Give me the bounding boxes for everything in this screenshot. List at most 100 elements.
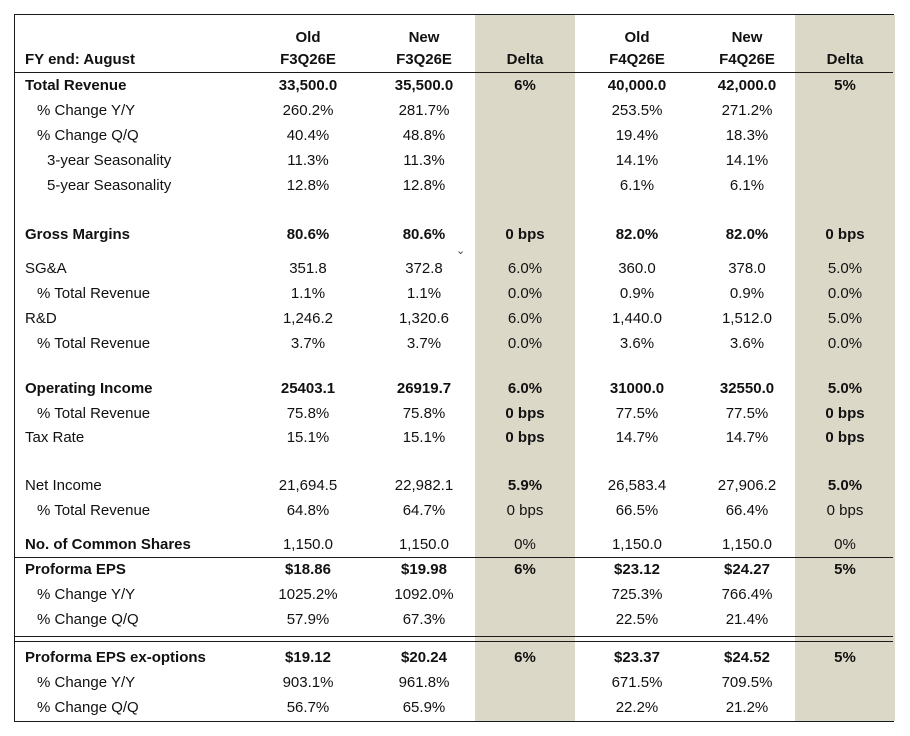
- cell-delta-q4: [795, 584, 895, 606]
- row-label: % Change Q/Q: [37, 611, 139, 628]
- cell-new-q4: 66.4%: [725, 502, 769, 519]
- cell-delta-q4: [795, 175, 895, 197]
- table-row: Total Revenue 33,500.0 35,500.0 6% 40,00…: [15, 75, 893, 97]
- table-row: % Total Revenue 75.8% 75.8% 0 bps 77.5% …: [15, 403, 893, 425]
- cell-delta-q4: 5.0%: [827, 380, 863, 397]
- cell-new-q3: 1,150.0: [398, 536, 450, 553]
- cell-new-q4: 27,906.2: [717, 477, 777, 494]
- table-row: SG&A 351.8 372.8 6.0% 360.0 378.0 5.0%: [15, 258, 893, 280]
- row-label: % Total Revenue: [37, 405, 151, 422]
- cell-old-q3: 75.8%: [286, 405, 330, 422]
- cell-new-q3: $19.98: [401, 561, 447, 578]
- cell-new-q3: 65.9%: [402, 699, 446, 716]
- row-label: R&D: [25, 310, 57, 327]
- cell-old-q4: 19.4%: [615, 127, 659, 144]
- cell-delta-q4: [795, 672, 895, 694]
- cell-delta-q3: [475, 125, 575, 147]
- cell-old-q4: 77.5%: [615, 405, 659, 422]
- cell-new-q3: 80.6%: [402, 226, 446, 243]
- cell-delta-q4: 0 bps: [825, 226, 865, 243]
- cell-new-q3: 11.3%: [403, 152, 445, 169]
- table-row: % Change Y/Y 1025.2% 1092.0% 725.3% 766.…: [15, 584, 893, 606]
- cell-old-q3: 25403.1: [280, 380, 336, 397]
- cell-delta-q4: 0 bps: [825, 429, 865, 446]
- cell-delta-q3: [475, 672, 575, 694]
- row-divider: [15, 636, 893, 637]
- table-row: % Change Q/Q 56.7% 65.9% 22.2% 21.2%: [15, 697, 893, 719]
- cell-old-q3: $18.86: [285, 561, 331, 578]
- cell-new-q4: 709.5%: [721, 674, 773, 691]
- cell-new-q3: 35,500.0: [394, 77, 454, 94]
- cell-old-q4: 1,150.0: [611, 536, 663, 553]
- row-label: Proforma EPS: [25, 561, 126, 578]
- table-row: Operating Income 25403.1 26919.7 6.0% 31…: [15, 378, 893, 400]
- cell-delta-q3: 6%: [514, 561, 536, 578]
- row-label: Tax Rate: [25, 429, 85, 446]
- table-row: Proforma EPS ex-options $19.12 $20.24 6%…: [15, 647, 893, 669]
- chevron-mark-icon: ⌄: [456, 245, 466, 257]
- cell-old-q4: 26,583.4: [607, 477, 667, 494]
- cell-old-q4: 6.1%: [619, 177, 655, 194]
- cell-old-q4: 14.1%: [615, 152, 659, 169]
- cell-new-q4: $24.27: [724, 561, 770, 578]
- table-row: R&D 1,246.2 1,320.6 6.0% 1,440.0 1,512.0…: [15, 308, 893, 330]
- cell-new-q3: $20.24: [401, 649, 447, 666]
- row-label: SG&A: [25, 260, 67, 277]
- cell-delta-q3: 0.0%: [507, 285, 543, 302]
- cell-old-q4: 253.5%: [611, 102, 663, 119]
- cell-new-q4: 1,512.0: [721, 310, 773, 327]
- cell-delta-q3: 0 bps: [505, 405, 545, 422]
- header-col-5: F4Q26E: [719, 51, 775, 68]
- cell-new-q3: 15.1%: [402, 429, 446, 446]
- row-label: % Change Y/Y: [37, 674, 136, 691]
- cell-new-q4: 77.5%: [725, 405, 769, 422]
- cell-new-q4: 1,150.0: [721, 536, 773, 553]
- cell-old-q4: 671.5%: [611, 674, 663, 691]
- cell-delta-q4: [795, 100, 895, 122]
- cell-old-q4: 22.5%: [615, 611, 659, 628]
- cell-old-q3: 40.4%: [286, 127, 330, 144]
- cell-old-q4: 22.2%: [615, 699, 659, 716]
- cell-old-q3: 56.7%: [286, 699, 330, 716]
- cell-new-q4: 6.1%: [729, 177, 765, 194]
- cell-old-q4: 3.6%: [619, 335, 655, 352]
- cell-delta-q4: [795, 125, 895, 147]
- cell-new-q4: 82.0%: [725, 226, 769, 243]
- row-label: % Change Y/Y: [37, 586, 136, 603]
- cell-old-q4: 66.5%: [615, 502, 659, 519]
- cell-new-q4: 766.4%: [721, 586, 773, 603]
- cell-delta-q3: 6.0%: [507, 260, 543, 277]
- row-divider: [15, 641, 893, 642]
- cell-old-q4: 40,000.0: [607, 77, 667, 94]
- cell-old-q3: 12.8%: [286, 177, 330, 194]
- cell-new-q4: 18.3%: [725, 127, 769, 144]
- row-label: % Change Q/Q: [37, 127, 139, 144]
- cell-delta-q4: [795, 609, 895, 631]
- cell-delta-q4: [795, 697, 895, 719]
- cell-new-q3: 3.7%: [406, 335, 442, 352]
- cell-old-q4: 31000.0: [609, 380, 665, 397]
- cell-old-q3: 1,150.0: [282, 536, 334, 553]
- table-row: % Total Revenue 1.1% 1.1% 0.0% 0.9% 0.9%…: [15, 283, 893, 305]
- cell-old-q3: 3.7%: [290, 335, 326, 352]
- cell-old-q3: 351.8: [289, 260, 327, 277]
- cell-delta-q3: 5.9%: [507, 477, 543, 494]
- header-new-2: New: [731, 29, 763, 46]
- cell-old-q4: 82.0%: [615, 226, 659, 243]
- table-row: % Change Y/Y 260.2% 281.7% 253.5% 271.2%: [15, 100, 893, 122]
- row-label: 5-year Seasonality: [47, 177, 172, 194]
- cell-delta-q3: 6.0%: [507, 380, 543, 397]
- cell-delta-q4: 0%: [834, 536, 856, 553]
- table-row: % Total Revenue 64.8% 64.7% 0 bps 66.5% …: [15, 500, 893, 522]
- header-group-row: Old New Old New: [15, 27, 893, 49]
- cell-new-q4: 21.2%: [725, 699, 769, 716]
- cell-delta-q4: 5%: [834, 77, 856, 94]
- cell-new-q3: 372.8: [405, 260, 443, 277]
- cell-delta-q4: 5.0%: [827, 310, 863, 327]
- delta-column-band-2: [795, 15, 895, 721]
- cell-delta-q4: 0.0%: [827, 285, 863, 302]
- cell-new-q4: 21.4%: [725, 611, 769, 628]
- header-col-1: F3Q26E: [280, 51, 336, 68]
- table-row: % Change Q/Q 40.4% 48.8% 19.4% 18.3%: [15, 125, 893, 147]
- row-label: % Change Y/Y: [37, 102, 136, 119]
